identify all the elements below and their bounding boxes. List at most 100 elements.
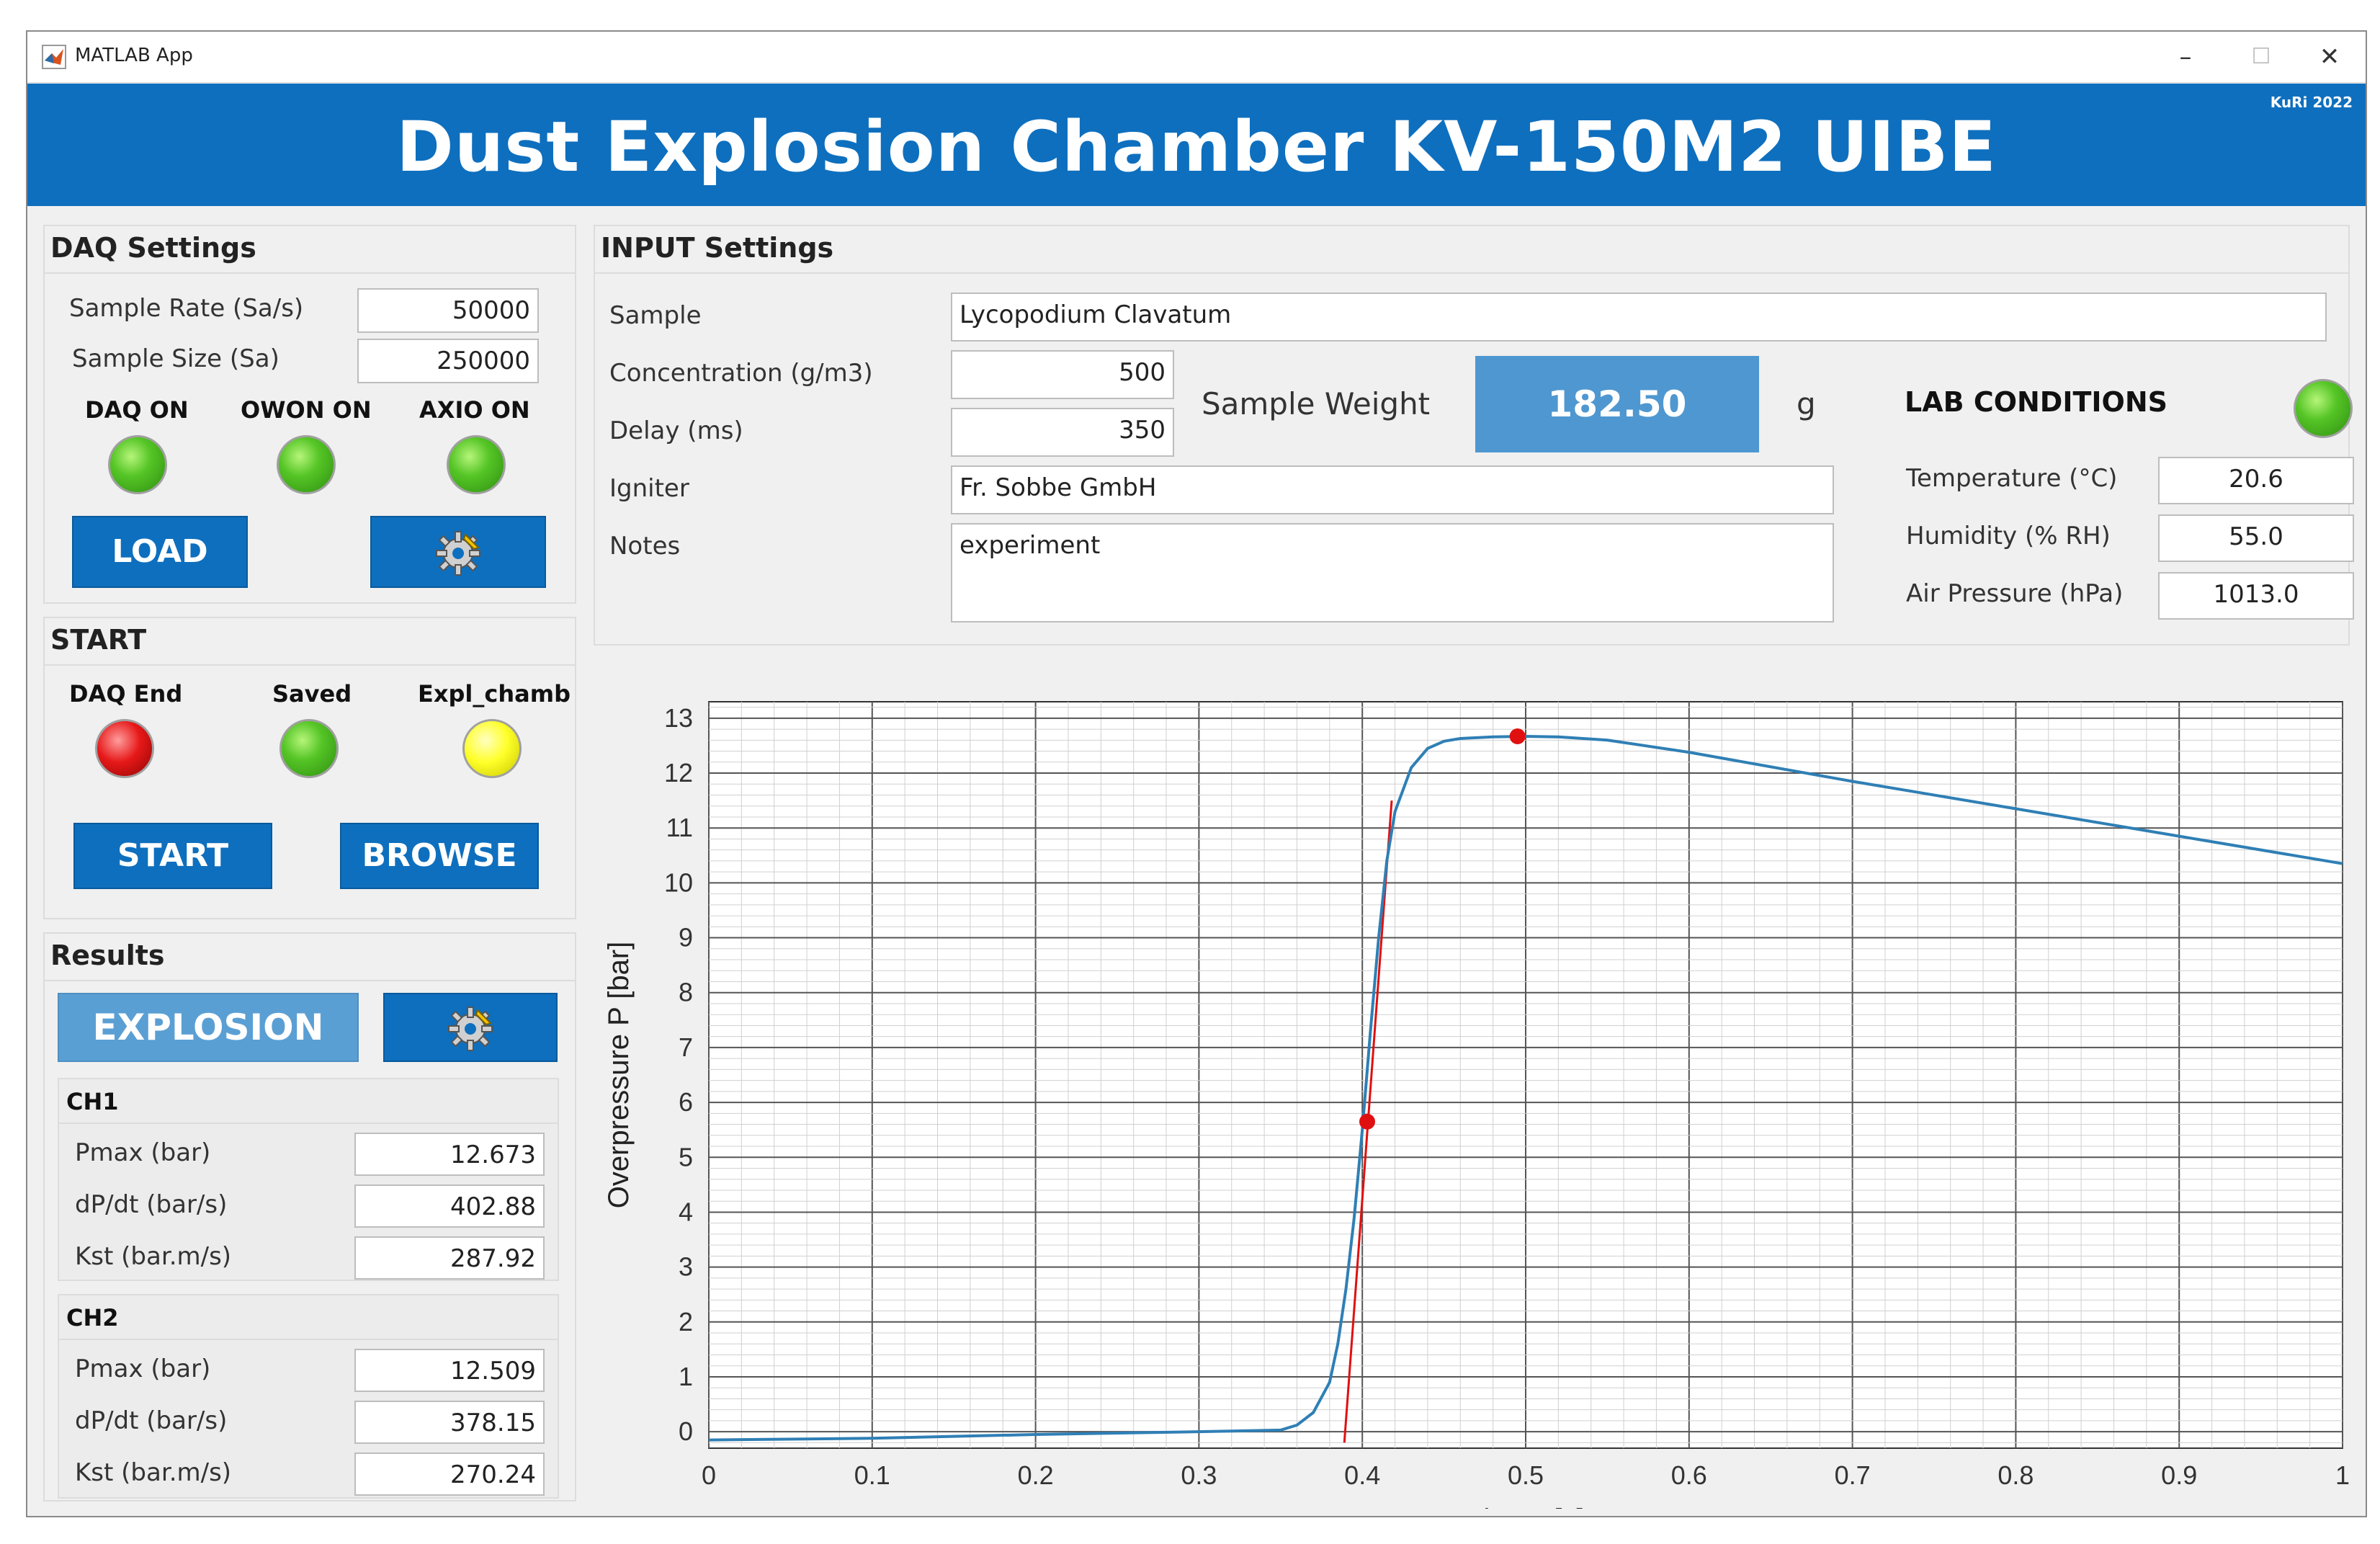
x-tick-label: 0.4 bbox=[1344, 1460, 1380, 1490]
maximize-icon[interactable]: ☐ bbox=[2251, 44, 2271, 69]
header-banner: Dust Explosion Chamber KV-150M2 UIBE KuR… bbox=[27, 84, 2366, 206]
start-button[interactable]: START bbox=[73, 823, 272, 889]
sample-field[interactable]: Lycopodium Clavatum bbox=[951, 293, 2327, 342]
ch1-dpdt-field: 402.88 bbox=[354, 1184, 545, 1228]
ch1-kst-label: Kst (bar.m/s) bbox=[75, 1242, 232, 1271]
data-marker bbox=[1509, 728, 1526, 744]
igniter-field[interactable]: Fr. Sobbe GmbH bbox=[951, 465, 1834, 514]
panel-divider bbox=[45, 980, 575, 981]
data-marker bbox=[1359, 1113, 1376, 1130]
sample-rate-label: Sample Rate (Sa/s) bbox=[69, 294, 304, 323]
minimize-icon[interactable]: – bbox=[2179, 43, 2192, 71]
saved-label: Saved bbox=[272, 680, 352, 708]
pressure-curve bbox=[708, 734, 2343, 1442]
app-title: Dust Explosion Chamber KV-150M2 UIBE bbox=[396, 107, 1997, 187]
x-tick-label: 0.7 bbox=[1835, 1460, 1871, 1490]
input-settings-title: INPUT Settings bbox=[601, 232, 834, 264]
lab-conditions-lamp bbox=[2294, 379, 2353, 438]
saved-lamp bbox=[279, 719, 339, 778]
delay-field[interactable]: 350 bbox=[951, 408, 1174, 457]
start-panel: START DAQ End Saved Expl_chamb START BRO… bbox=[43, 617, 576, 919]
sample-weight-display: 182.50 bbox=[1475, 356, 1759, 452]
axio-on-label: AXIO ON bbox=[419, 396, 530, 424]
y-axis-label: Overpressure P [bar] bbox=[603, 942, 635, 1209]
lab-conditions-title: LAB CONDITIONS bbox=[1905, 386, 2168, 418]
sample-rate-field[interactable]: 50000 bbox=[357, 288, 539, 333]
gear-icon bbox=[448, 1007, 493, 1051]
ch1-pmax-field: 12.673 bbox=[354, 1133, 545, 1176]
browse-button[interactable]: BROWSE bbox=[340, 823, 539, 889]
ch2-pmax-label: Pmax (bar) bbox=[75, 1355, 211, 1383]
daq-settings-button[interactable] bbox=[370, 516, 546, 588]
notes-field[interactable]: experiment bbox=[951, 523, 1834, 622]
x-tick-label: 0.2 bbox=[1018, 1460, 1054, 1490]
y-tick-label: 1 bbox=[679, 1362, 693, 1391]
temperature-label: Temperature (°C) bbox=[1906, 464, 2118, 493]
concentration-label: Concentration (g/m3) bbox=[609, 359, 873, 388]
banner-credit: KuRi 2022 bbox=[2270, 94, 2353, 111]
x-tick-label: 0.1 bbox=[854, 1460, 890, 1490]
delay-label: Delay (ms) bbox=[609, 416, 743, 445]
input-settings-panel: INPUT Settings Sample Lycopodium Clavatu… bbox=[594, 225, 2354, 646]
daq-end-label: DAQ End bbox=[69, 680, 183, 708]
ch2-kst-label: Kst (bar.m/s) bbox=[75, 1458, 232, 1487]
sample-size-field[interactable]: 250000 bbox=[357, 339, 539, 383]
title-bar: MATLAB App – ☐ ✕ bbox=[27, 32, 2366, 83]
ch1-panel: CH1 Pmax (bar) 12.673 dP/dt (bar/s) 402.… bbox=[58, 1078, 559, 1281]
temperature-field: 20.6 bbox=[2158, 457, 2354, 504]
ch1-dpdt-label: dP/dt (bar/s) bbox=[75, 1190, 228, 1219]
owon-on-label: OWON ON bbox=[241, 396, 372, 424]
y-tick-label: 9 bbox=[679, 923, 693, 952]
x-tick-label: 0.5 bbox=[1508, 1460, 1544, 1490]
sample-weight-label: Sample Weight bbox=[1202, 386, 1431, 421]
y-tick-label: 5 bbox=[679, 1142, 693, 1172]
notes-label: Notes bbox=[609, 532, 681, 561]
axio-on-lamp bbox=[447, 435, 506, 494]
y-tick-label: 3 bbox=[679, 1252, 693, 1282]
x-tick-label: 0.3 bbox=[1181, 1460, 1217, 1490]
ch2-dpdt-label: dP/dt (bar/s) bbox=[75, 1406, 228, 1435]
y-tick-label: 10 bbox=[664, 867, 693, 897]
results-title: Results bbox=[50, 940, 165, 971]
results-panel: Results EXPLOSION CH1 Pmax (b bbox=[43, 932, 576, 1501]
ch2-pmax-field: 12.509 bbox=[354, 1349, 545, 1392]
results-settings-button[interactable] bbox=[383, 993, 558, 1062]
ch2-kst-field: 270.24 bbox=[354, 1452, 545, 1496]
ch2-panel: CH2 Pmax (bar) 12.509 dP/dt (bar/s) 378.… bbox=[58, 1294, 559, 1499]
x-tick-label: 0.8 bbox=[1998, 1460, 2034, 1490]
expl-chamb-label: Expl_chamb bbox=[418, 680, 571, 708]
window-title: MATLAB App bbox=[75, 45, 193, 66]
ch2-title: CH2 bbox=[66, 1304, 119, 1331]
owon-on-lamp bbox=[277, 435, 336, 494]
gear-icon bbox=[436, 531, 480, 576]
ch2-dpdt-field: 378.15 bbox=[354, 1401, 545, 1444]
x-tick-label: 0 bbox=[702, 1460, 716, 1490]
y-tick-label: 12 bbox=[664, 758, 693, 787]
daq-settings-panel: DAQ Settings Sample Rate (Sa/s) 50000 Sa… bbox=[43, 225, 576, 604]
y-tick-label: 13 bbox=[664, 703, 693, 733]
igniter-label: Igniter bbox=[609, 474, 689, 503]
panel-divider bbox=[59, 1123, 558, 1124]
humidity-label: Humidity (% RH) bbox=[1906, 522, 2111, 550]
panel-divider bbox=[45, 272, 575, 274]
ch1-pmax-label: Pmax (bar) bbox=[75, 1138, 211, 1167]
load-button[interactable]: LOAD bbox=[72, 516, 248, 588]
app-window: MATLAB App – ☐ ✕ Dust Explosion Chamber … bbox=[26, 30, 2367, 1517]
panel-divider bbox=[59, 1339, 558, 1340]
y-tick-label: 0 bbox=[679, 1416, 693, 1446]
concentration-field[interactable]: 500 bbox=[951, 350, 1174, 399]
panel-divider bbox=[45, 664, 575, 666]
grid bbox=[708, 702, 2343, 1448]
air-pressure-field: 1013.0 bbox=[2158, 572, 2354, 620]
ch1-title: CH1 bbox=[66, 1088, 119, 1115]
matlab-icon bbox=[42, 45, 66, 69]
ch1-kst-field: 287.92 bbox=[354, 1236, 545, 1280]
panel-divider bbox=[595, 272, 2348, 274]
y-tick-label: 4 bbox=[679, 1197, 693, 1226]
pressure-chart[interactable]: 0 0.1 0.2 0.3 0.4 0.5 0.6 0.7 0.8 0.9 101234567891… bbox=[594, 659, 2350, 1509]
explosion-button[interactable]: EXPLOSION bbox=[58, 993, 359, 1062]
expl-chamb-lamp bbox=[462, 719, 522, 778]
daq-on-lamp bbox=[108, 435, 167, 494]
start-title: START bbox=[50, 624, 147, 656]
close-icon[interactable]: ✕ bbox=[2319, 43, 2340, 71]
